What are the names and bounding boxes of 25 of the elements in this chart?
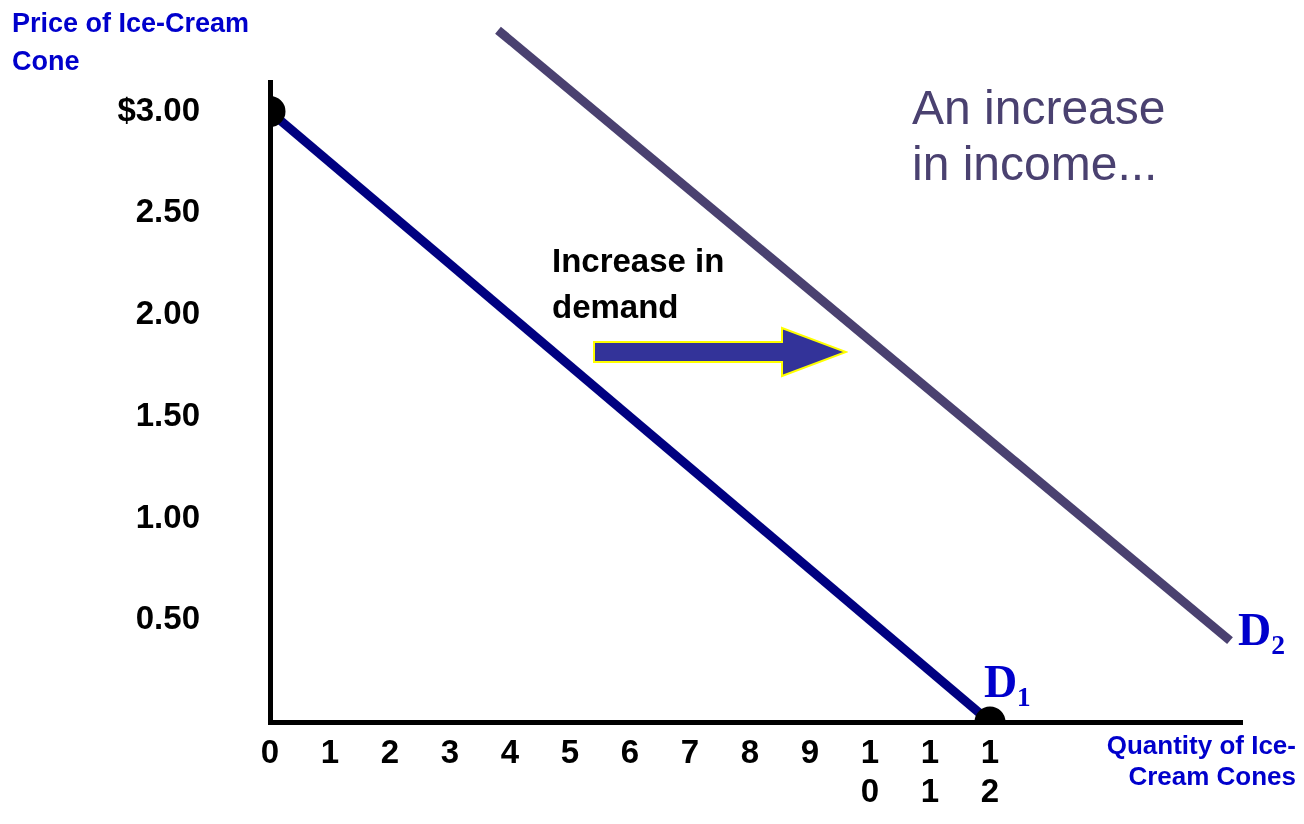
x-tick-label: 0 [260,732,280,770]
x-tick-label: 2 [380,732,400,770]
y-tick-label: 2.50 [135,192,200,230]
x-tick-label: 8 [740,732,760,770]
x-tick-label: 9 [800,732,820,770]
annotation: An increase in income... [912,80,1167,192]
y-tick-label: 0.50 [135,599,200,637]
x-tick-label: 1 2 [980,732,1000,810]
x-tick-label: 1 0 [860,732,880,810]
y-tick-label: 1.50 [135,395,200,433]
x-tick-label: 5 [560,732,580,770]
y-tick-label: $3.00 [117,90,200,128]
x-tick-label: 7 [680,732,700,770]
y-tick-label: 2.00 [135,294,200,332]
series-label: D₁ [984,655,1032,707]
x-tick-label: 6 [620,732,640,770]
x-tick-label: 4 [500,732,520,770]
annotation: Increase in demand [552,241,726,327]
x-tick-label: 1 1 [920,732,940,810]
x-tick-label: 1 [320,732,340,770]
series-label: D₂ [1238,604,1286,656]
x-tick-label: 3 [440,732,460,770]
y-tick-label: 1.00 [135,497,200,535]
y-axis-title: Price of Ice-Cream Cone [12,4,312,80]
x-axis-title: Quantity of Ice-Cream Cones [1106,730,1296,792]
